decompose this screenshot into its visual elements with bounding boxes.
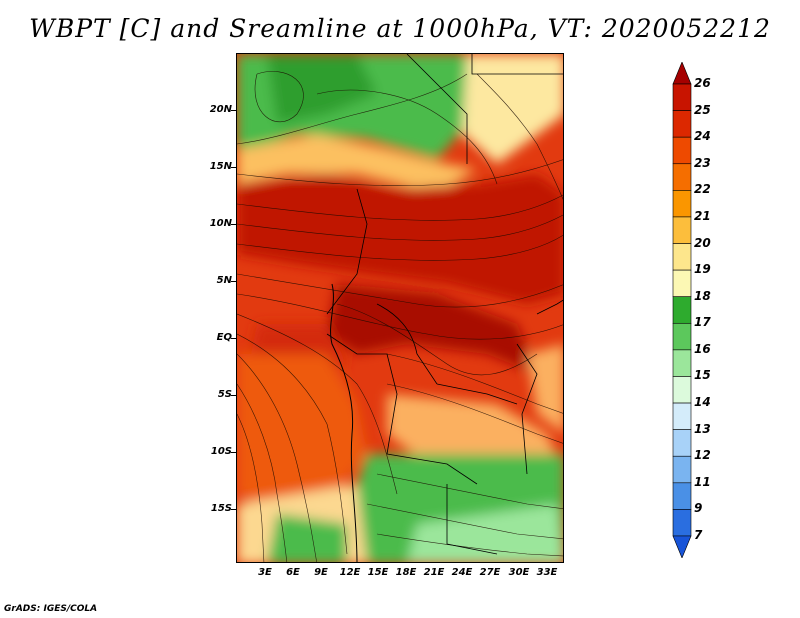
lon-label-30e: 30E [508,567,530,578]
lon-label-24e: 24E [451,567,473,578]
lon-label-15e: 15E [367,567,389,578]
colorbar-label: 23 [694,155,711,170]
colorbar-segment [672,509,692,537]
colorbar-segment [672,349,692,377]
map-title: WBPT [C] and Sreamline at 1000hPa, VT: 2… [29,14,771,43]
lat-label-5s: 5S [217,389,232,400]
colorbar-label: 13 [694,421,711,436]
lat-label-5n: 5N [216,275,232,286]
colorbar-segment [672,322,692,351]
colorbar-top-arrow [672,62,692,85]
colorbar-label: 18 [694,288,711,303]
lat-tick [231,452,236,453]
colorbar-label: 12 [694,448,711,463]
colorbar-segment [672,482,692,510]
lat-tick [231,167,236,168]
colorbar-label: 21 [694,208,711,223]
lon-label-21e: 21E [423,567,445,578]
lat-label-15n: 15N [209,161,232,172]
streamlines [237,71,563,562]
lat-tick [231,509,236,510]
lat-label-eq: EQ [216,332,232,343]
colorbar-label: 7 [694,528,703,542]
colorbar-label: 19 [694,262,711,277]
colorbar-label: 20 [694,235,711,250]
colorbar-segment [672,243,692,271]
colorbar-segment [672,190,692,218]
coastline [330,283,358,562]
lat-label-15s: 15S [210,503,232,514]
footer-credit: GrADS: IGES/COLA [4,604,98,614]
colorbar-bottom-arrow [672,535,692,558]
lon-label-6e: 6E [286,567,300,578]
lat-tick [231,281,236,282]
lat-label-20n: 20N [209,104,232,115]
colorbar-segment [672,402,692,430]
colorbar-segment [672,216,692,244]
colorbar-segment [672,110,692,138]
colorbar-segment [672,83,692,111]
lon-label-27e: 27E [479,567,501,578]
lat-tick [231,110,236,111]
wbpt-field [237,54,563,562]
colorbar-label: 24 [694,129,711,144]
lon-label-12e: 12E [339,567,361,578]
colorbar-label: 11 [694,474,711,489]
colorbar [672,62,692,558]
colorbar-segment [672,296,692,324]
lat-label-10n: 10N [209,218,232,229]
colorbar-label: 15 [694,368,711,383]
lon-label-3e: 3E [258,567,272,578]
lat-tick [231,224,236,225]
colorbar-segment [672,136,692,165]
colorbar-label: 17 [694,315,711,330]
colorbar-label: 9 [694,501,703,516]
colorbar-label: 25 [694,102,711,117]
colorbar-label: 14 [694,395,711,410]
colorbar-segment [672,269,692,298]
colorbar-label: 22 [694,182,711,197]
map-panel [236,53,564,563]
lon-label-33e: 33E [536,567,558,578]
lat-label-10s: 10S [210,446,232,457]
colorbar-label: 16 [694,341,711,356]
lon-label-18e: 18E [395,567,417,578]
colorbar-label: 26 [694,76,711,90]
lat-tick [231,338,236,339]
country-borders [326,54,563,555]
lon-label-9e: 9E [314,567,328,578]
colorbar-segment [672,376,692,404]
colorbar-segment [672,429,692,457]
lat-tick [231,395,236,396]
colorbar-segment [672,455,692,484]
colorbar-segment [672,163,692,191]
